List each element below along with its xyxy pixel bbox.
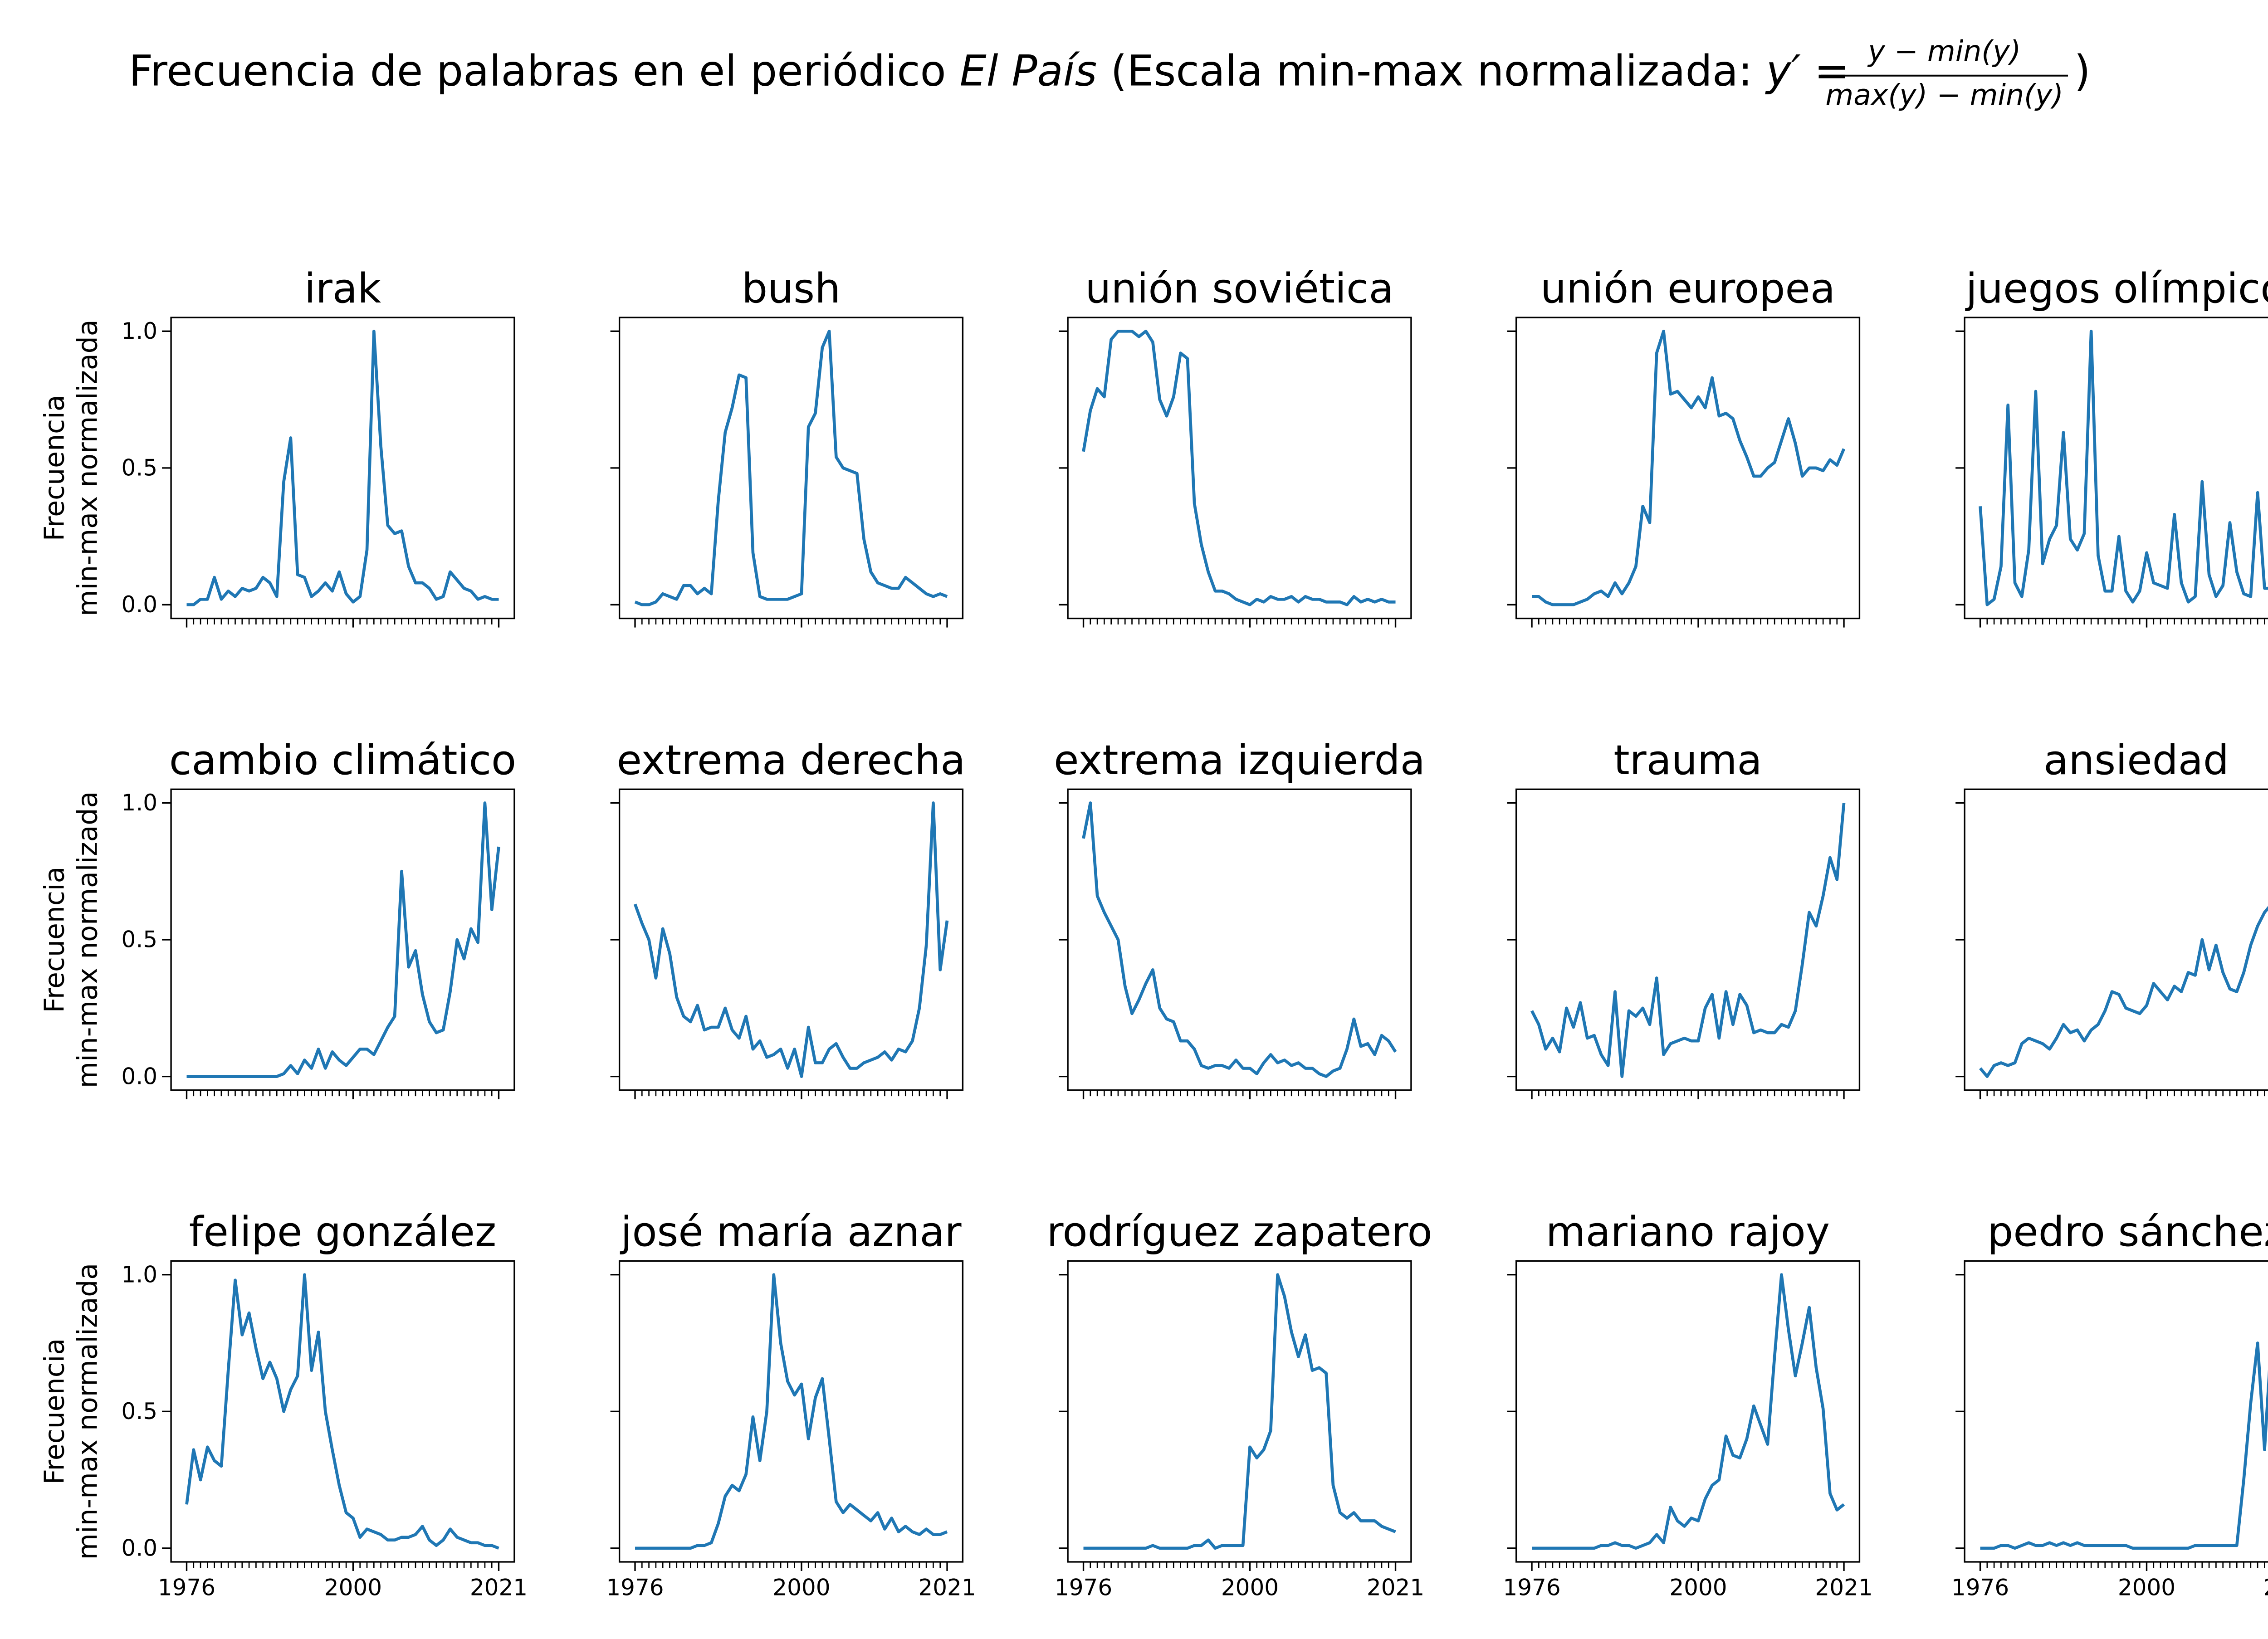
data-line — [635, 1273, 948, 1550]
y-axis-label: Frecuencia — [39, 395, 70, 541]
y-tick-label: 0.5 — [122, 927, 158, 953]
x-tick-label: 1976 — [1503, 1574, 1560, 1600]
axes-frame — [1964, 788, 2268, 1091]
x-tick-label: 2000 — [1669, 1574, 1727, 1600]
y-tick-label: 0.5 — [122, 1398, 158, 1424]
axes-frame — [1067, 317, 1412, 620]
x-tick-label: 2000 — [2118, 1574, 2175, 1600]
data-line — [1532, 329, 1846, 606]
axes-frame — [1515, 1260, 1861, 1563]
formula-numerator: y − min(y) — [1867, 34, 2021, 68]
panel-title: cambio climático — [169, 737, 516, 784]
data-line — [1979, 906, 2268, 1078]
data-line — [185, 1273, 499, 1550]
panel-title: mariano rajoy — [1546, 1208, 1830, 1256]
formula-close: ) — [2074, 47, 2090, 96]
panel-title: unión soviética — [1085, 265, 1393, 312]
x-tick-label: 2021 — [1815, 1574, 1872, 1600]
panel-title: juegos olímpicos — [1965, 265, 2268, 312]
x-tick-label: 2021 — [918, 1574, 976, 1600]
panel-title: irak — [304, 265, 381, 312]
title-text2: (Escala min-max normalizada: — [1110, 47, 1752, 96]
panel-title: bush — [742, 265, 841, 312]
y-axis-label: min-max normalizada — [72, 1263, 104, 1560]
axes-frame — [170, 788, 515, 1091]
x-tick-label: 2021 — [1367, 1574, 1424, 1600]
title-text: Frecuencia de palabras en el periódico — [129, 47, 946, 96]
y-axis-label: Frecuencia — [39, 1338, 70, 1485]
data-line — [186, 329, 499, 606]
data-line — [1082, 329, 1396, 606]
panel-title: rodríguez zapatero — [1047, 1208, 1432, 1256]
x-tick-label: 1976 — [606, 1574, 664, 1600]
panel-title: pedro sánchez — [1987, 1208, 2268, 1256]
axes-frame — [1515, 317, 1861, 620]
data-line — [634, 329, 948, 606]
formula-denominator: max(y) − min(y) — [1826, 78, 2063, 112]
panel-title: ansiedad — [2043, 737, 2229, 784]
data-line — [1979, 329, 2268, 606]
x-tick-label: 2000 — [772, 1574, 830, 1600]
panel-title: felipe gonzález — [189, 1208, 496, 1256]
y-tick-label: 0.0 — [122, 1063, 158, 1089]
data-line — [633, 801, 949, 1078]
y-tick-label: 0.0 — [122, 1535, 158, 1561]
x-tick-label: 1976 — [158, 1574, 215, 1600]
axes-frame — [1515, 788, 1861, 1091]
data-line — [1082, 801, 1397, 1078]
title-italic: El País — [960, 47, 1097, 96]
panel-title: unión europea — [1540, 265, 1835, 312]
data-line — [1532, 1273, 1845, 1550]
data-line — [1980, 1341, 2268, 1550]
axes-frame — [618, 317, 964, 620]
axes-frame — [1067, 1260, 1412, 1563]
x-tick-label: 2000 — [324, 1574, 382, 1600]
y-axis-label: min-max normalizada — [72, 320, 104, 617]
y-axis-label: min-max normalizada — [72, 791, 104, 1088]
formula-lhs: y′ = — [1765, 47, 1850, 96]
axes-frame — [170, 317, 515, 620]
y-tick-label: 0.5 — [122, 455, 158, 481]
x-tick-label: 1976 — [1951, 1574, 2009, 1600]
x-tick-label: 2021 — [2263, 1574, 2268, 1600]
x-tick-label: 1976 — [1055, 1574, 1112, 1600]
figure-title: Frecuencia de palabras en el periódico El… — [129, 47, 1850, 96]
axes-frame — [1964, 1260, 2268, 1563]
panel-title: trauma — [1613, 737, 1762, 784]
panel-title: extrema izquierda — [1054, 737, 1425, 784]
y-tick-label: 1.0 — [122, 1261, 158, 1288]
y-tick-label: 1.0 — [122, 318, 158, 344]
data-line — [186, 801, 500, 1078]
axes-frame — [618, 1260, 964, 1563]
axes-frame — [170, 1260, 515, 1563]
data-line — [1530, 803, 1846, 1078]
y-axis-label: Frecuencia — [39, 867, 70, 1013]
x-tick-label: 2000 — [1221, 1574, 1279, 1600]
x-tick-label: 2021 — [470, 1574, 528, 1600]
panel-title: extrema derecha — [617, 737, 966, 784]
y-tick-label: 0.0 — [122, 591, 158, 618]
panel-title: josé maría aznar — [620, 1208, 961, 1256]
data-line — [1083, 1273, 1396, 1550]
y-tick-label: 1.0 — [122, 790, 158, 816]
